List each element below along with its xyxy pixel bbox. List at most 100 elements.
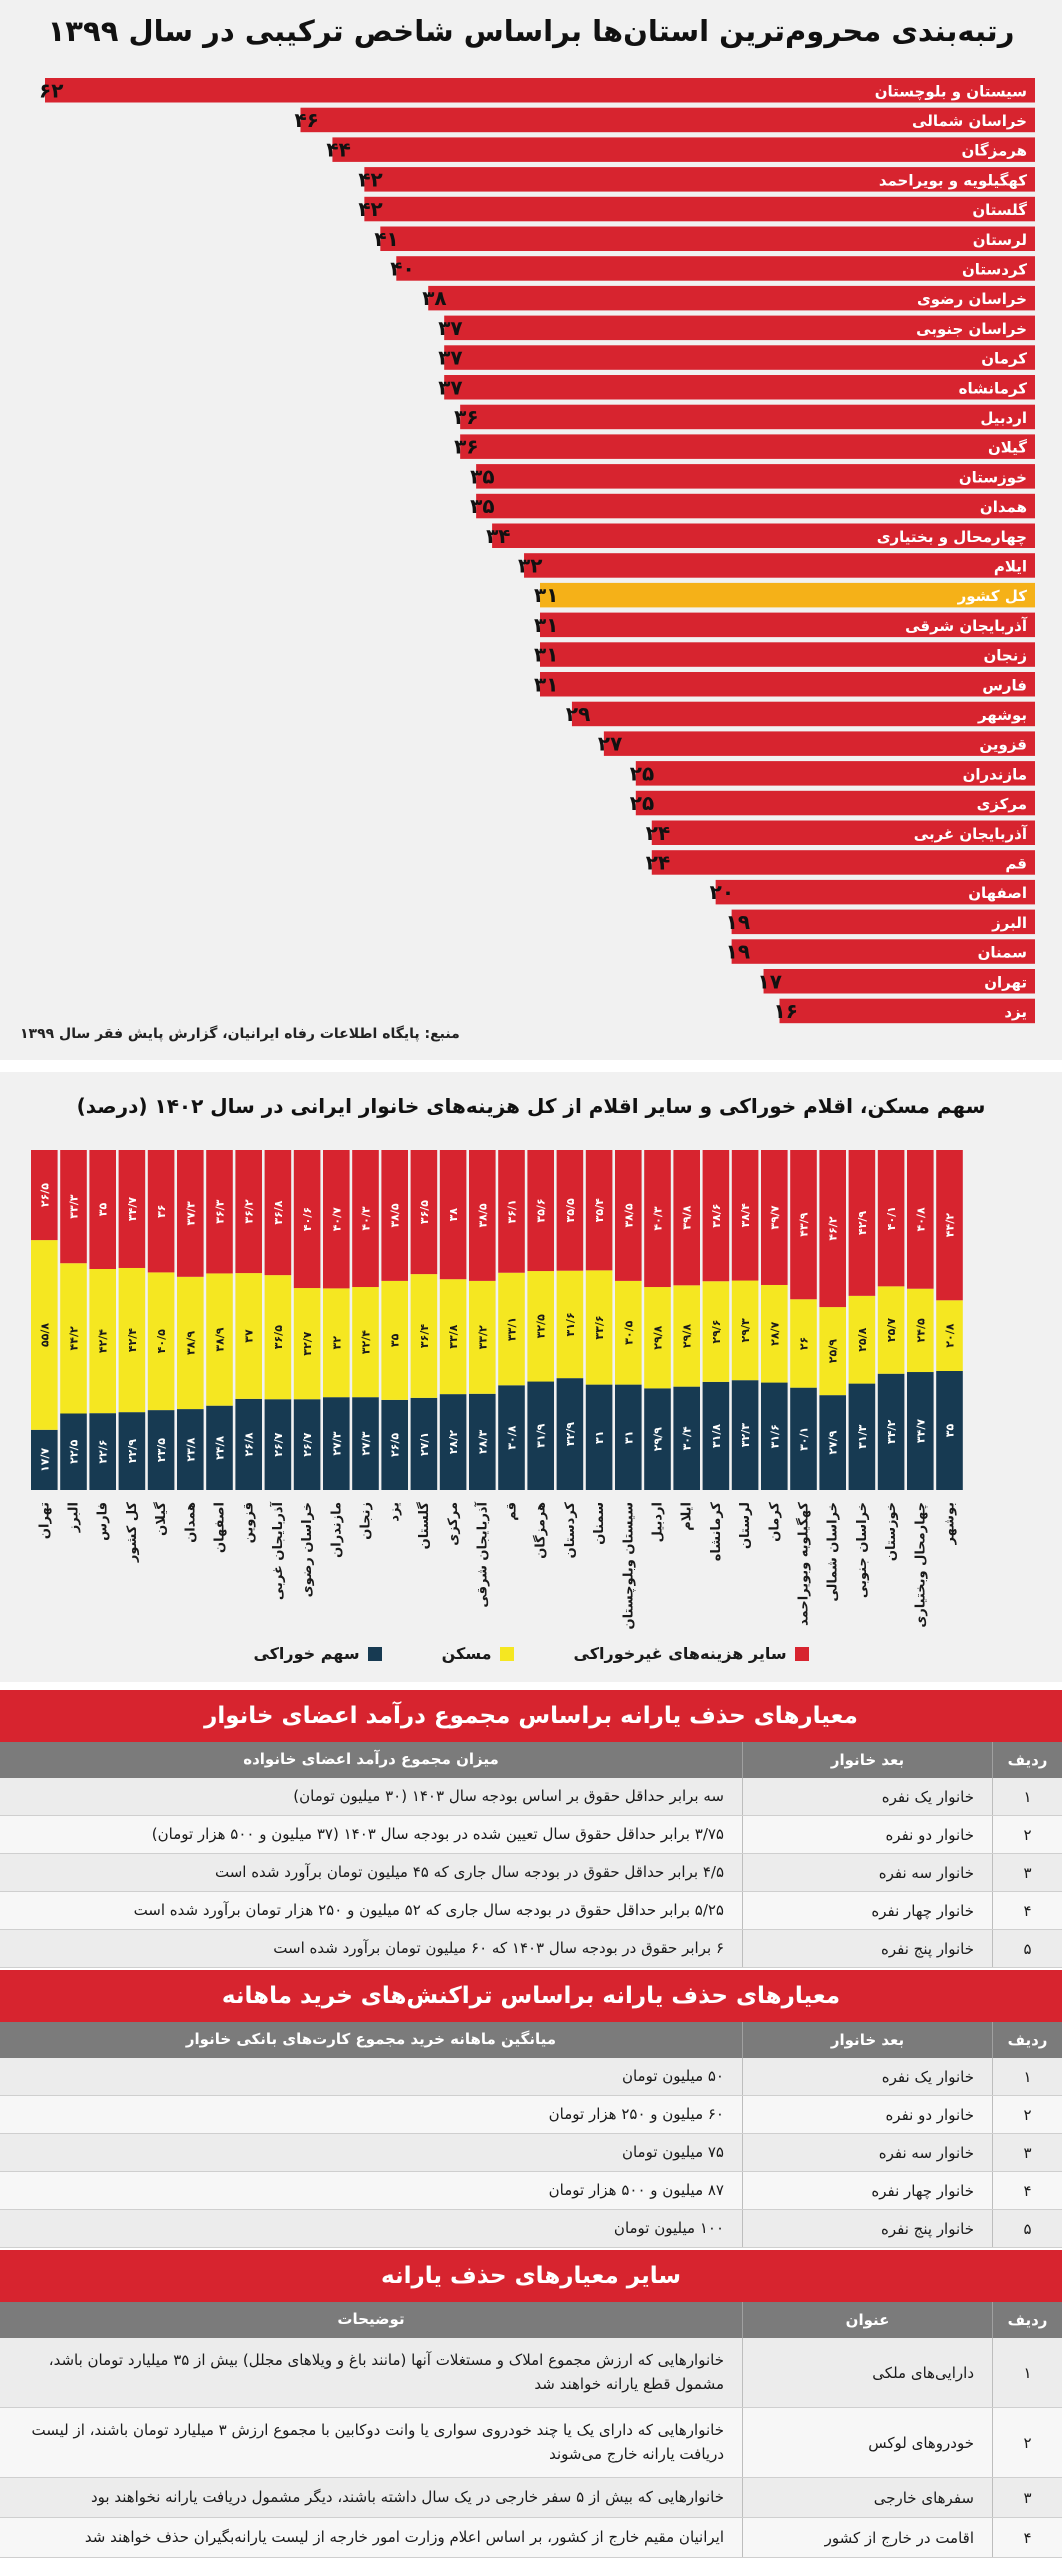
table3-header-txt: توضیحات xyxy=(337,2310,405,2329)
stack-value-label: ۳۳/۱ xyxy=(506,1317,519,1341)
stack-value-label: ۲۶/۸ xyxy=(243,1432,256,1456)
bar xyxy=(364,167,1035,192)
stack-segment xyxy=(615,1384,642,1490)
stack-value-label: ۳۲ xyxy=(330,1336,343,1350)
stack-segment xyxy=(498,1385,525,1490)
bar-category-label: همدان xyxy=(980,498,1027,516)
stack-segment xyxy=(235,1150,262,1274)
row-description: خانوارهایی که ارزش مجموع املاک و مستغلات… xyxy=(48,2351,724,2393)
bar-value-label: ۳۷ xyxy=(438,346,462,370)
row-category: خودروهای لوکس xyxy=(742,2408,992,2477)
bar-value-label: ۱۷ xyxy=(758,969,782,993)
stack-value-label: ۲۷/۳ xyxy=(330,1431,343,1455)
stack-value-label: ۳۹/۷ xyxy=(768,1205,781,1229)
stack-value-label: ۳۰/۴ xyxy=(681,1426,694,1450)
stack-value-label: ۴۰/۶ xyxy=(301,1207,314,1231)
bar xyxy=(300,107,1035,133)
chart1-title: رتبه‌بندی محروم‌ترین استان‌ها براساس شاخ… xyxy=(47,14,1015,48)
table1-header-idx: ردیف xyxy=(992,1742,1062,1778)
row-index: ۵ xyxy=(992,2210,1062,2247)
stack-value-label: ۴۶/۲ xyxy=(827,1216,840,1240)
bar-category-label: کرمان xyxy=(981,350,1027,368)
stack-segment xyxy=(702,1281,730,1382)
column-category-label: کل کشور xyxy=(125,1502,140,1564)
stack-value-label: ۲۶/۷ xyxy=(272,1432,285,1456)
stack-value-label: ۳۶/۵ xyxy=(272,1325,285,1349)
row-category: خانوار دو نفره xyxy=(742,2096,992,2133)
row-index: ۳ xyxy=(992,1854,1062,1891)
stack-value-label: ۳۰/۱ xyxy=(798,1427,811,1451)
stack-value-label: ۲۸/۳ xyxy=(476,1430,489,1454)
table2-header-cat: بعد خانوار xyxy=(742,2022,992,2058)
stack-value-label: ۲۶/۵ xyxy=(38,1183,51,1207)
bar xyxy=(731,909,1035,935)
row-index: ۲ xyxy=(992,2096,1062,2133)
row-description: سه برابر حداقل حقوق بر اساس بودجه سال ۱۴… xyxy=(293,1786,724,1805)
stack-segment xyxy=(848,1295,876,1384)
stack-segment xyxy=(673,1285,700,1387)
stack-value-label: ۳۱ xyxy=(622,1431,635,1444)
table-row: ۵ خانوار پنج نفره ۶ برابر حقوق در بودجه … xyxy=(0,1930,1062,1968)
row-description: ۵۰ میلیون تومان xyxy=(621,2066,724,2085)
stack-value-label: ۳۳/۳ xyxy=(68,1194,81,1218)
column-category-label: لرستان xyxy=(738,1502,753,1549)
stack-segment xyxy=(527,1150,554,1272)
stack-segment xyxy=(235,1273,262,1399)
table-row: ۲ خودروهای لوکس خانوارهایی که دارای یک ی… xyxy=(0,2408,1062,2478)
stack-segment xyxy=(410,1274,438,1398)
bar-value-label: ۴۴ xyxy=(326,138,350,162)
column-category-label: کردستان xyxy=(563,1502,578,1559)
table1-header: ردیف بعد خانوار میزان مجموع درآمد اعضای … xyxy=(0,1742,1062,1778)
column-category-label: یزد xyxy=(388,1502,403,1522)
column-category-label: همدان xyxy=(183,1502,198,1543)
bar-value-label: ۳۴ xyxy=(486,524,510,548)
legend-label-food: سهم خوراکی xyxy=(253,1644,360,1663)
bar-value-label: ۳۷ xyxy=(438,375,462,399)
stack-segment xyxy=(469,1150,496,1281)
stack-value-label: ۵۵/۸ xyxy=(38,1323,51,1347)
bar xyxy=(492,523,1035,548)
stack-segment xyxy=(498,1272,525,1386)
column-category-label: زنجان xyxy=(359,1502,374,1540)
table1-rows: ۱ خانوار یک نفره سه برابر حداقل حقوق بر … xyxy=(0,1778,1062,1968)
stack-segment xyxy=(790,1299,817,1388)
stack-value-label: ۳۶/۵ xyxy=(418,1200,431,1224)
stack-segment xyxy=(177,1150,204,1277)
stack-segment xyxy=(761,1150,788,1285)
stack-segment xyxy=(118,1150,146,1268)
stack-segment xyxy=(644,1150,671,1288)
stack-segment xyxy=(527,1271,554,1382)
row-index: ۴ xyxy=(992,1892,1062,1929)
bar-category-label: اصفهان xyxy=(968,884,1027,902)
stack-value-label: ۳۸/۹ xyxy=(214,1327,227,1351)
legend-item-other: سایر هزینه‌های غیرخوراکی xyxy=(574,1644,809,1663)
bar-value-label: ۴۲ xyxy=(358,167,382,191)
stack-segment xyxy=(907,1288,934,1373)
bar xyxy=(635,790,1035,816)
stack-value-label: ۳۲/۳ xyxy=(739,1423,752,1447)
row-index: ۱ xyxy=(992,2058,1062,2095)
row-category: خانوار پنج نفره xyxy=(742,1930,992,1967)
stack-value-label: ۳۰/۸ xyxy=(506,1425,519,1449)
bar-category-label: چهارمحال و بختیاری xyxy=(877,528,1027,547)
stack-value-label: ۳۲/۴ xyxy=(360,1330,373,1354)
chart1-source: منبع: پایگاه اطلاعات رفاه ایرانیان، گزار… xyxy=(20,1026,460,1042)
provinces-ranking-chart: رتبه‌بندی محروم‌ترین استان‌ها براساس شاخ… xyxy=(0,0,1062,1066)
bar xyxy=(540,612,1035,638)
stack-value-label: ۲۵/۸ xyxy=(856,1327,869,1351)
table3-header-idx: ردیف xyxy=(992,2302,1062,2338)
column-category-label: فارس xyxy=(96,1502,111,1541)
stack-segment xyxy=(877,1286,905,1374)
stack-segment xyxy=(848,1383,876,1490)
table3-rows: ۱ دارایی‌های ملکی خانوارهایی که ارزش مجم… xyxy=(0,2338,1062,2558)
row-index: ۳ xyxy=(992,2478,1062,2517)
bar xyxy=(651,850,1035,875)
stack-segment xyxy=(323,1288,350,1398)
stack-segment xyxy=(819,1150,846,1308)
stack-value-label: ۳۹/۸ xyxy=(681,1205,694,1229)
legend-swatch-housing xyxy=(499,1646,514,1661)
stack-segment xyxy=(235,1398,262,1490)
stack-value-label: ۳۰/۵ xyxy=(622,1320,635,1344)
bar xyxy=(731,939,1035,964)
stack-segment xyxy=(761,1284,788,1383)
